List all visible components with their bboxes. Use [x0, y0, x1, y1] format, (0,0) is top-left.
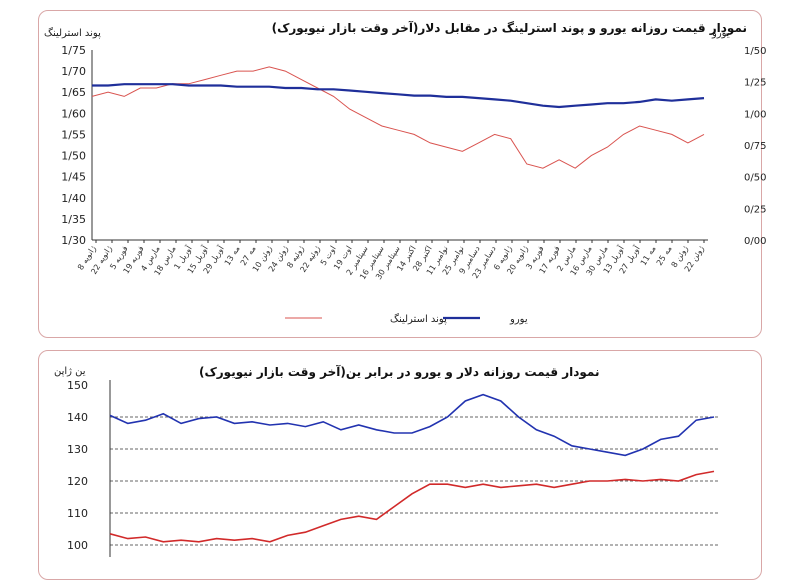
left-tick-label: 1/50 — [61, 150, 86, 163]
legend-pound-label: پوند استرلینگ — [390, 313, 447, 325]
dollar-yen-series-line — [109, 470, 715, 543]
left-tick-label: 1/70 — [61, 65, 86, 78]
bottom-tick-label: 150 — [67, 379, 88, 392]
top-chart-svg: 1/75 1/70 1/65 1/60 1/55 1/50 1/45 1/40 1/35 1/30… — [61, 44, 766, 325]
left-tick-label: 1/45 — [61, 171, 86, 184]
legend-euro-label: یورو — [509, 314, 528, 325]
euro-yen-series-line — [109, 393, 715, 457]
bottom-tick-label: 140 — [67, 411, 88, 424]
top-left-axis-unit: پوند استرلینگ — [44, 28, 101, 39]
right-tick-label: 0/50 — [744, 173, 766, 184]
bottom-tick-label: 100 — [67, 539, 88, 552]
right-tick-label: 0/25 — [744, 204, 766, 215]
left-tick-label: 1/75 — [61, 44, 86, 57]
left-tick-label: 1/60 — [61, 107, 86, 120]
left-tick-label: 1/30 — [61, 234, 86, 247]
right-tick-label: 1/50 — [744, 46, 766, 57]
bottom-tick-label: 120 — [67, 475, 88, 488]
bottom-chart-svg: 150 140 130 120 110 100 — [67, 379, 718, 557]
left-tick-label: 1/65 — [61, 86, 86, 99]
top-right-axis-unit: یورو — [712, 28, 730, 39]
right-tick-label: 1/00 — [744, 109, 766, 120]
bottom-tick-label: 130 — [67, 443, 88, 456]
right-tick-label: 0/00 — [744, 236, 766, 247]
right-tick-label: 0/75 — [744, 141, 766, 152]
bottom-chart-title: نمودار قیمت روزانه دلار و یورو در برابر … — [199, 365, 600, 379]
right-tick-label: 1/25 — [744, 78, 766, 89]
pound-series-line — [91, 66, 705, 169]
top-chart-panel: نمودار قیمت روزانه یورو و پوند استرلینگ … — [38, 10, 762, 338]
bottom-tick-label: 110 — [67, 507, 88, 520]
bottom-chart-panel: نمودار قیمت روزانه دلار و یورو در برابر … — [38, 350, 762, 580]
left-tick-label: 1/40 — [61, 192, 86, 205]
left-tick-label: 1/35 — [61, 213, 86, 226]
bottom-axis-unit: ین ژاپن — [54, 366, 86, 377]
top-chart-title: نمودار قیمت روزانه یورو و پوند استرلینگ … — [271, 21, 747, 35]
left-tick-label: 1/55 — [61, 128, 86, 141]
euro-series-line — [92, 83, 705, 109]
